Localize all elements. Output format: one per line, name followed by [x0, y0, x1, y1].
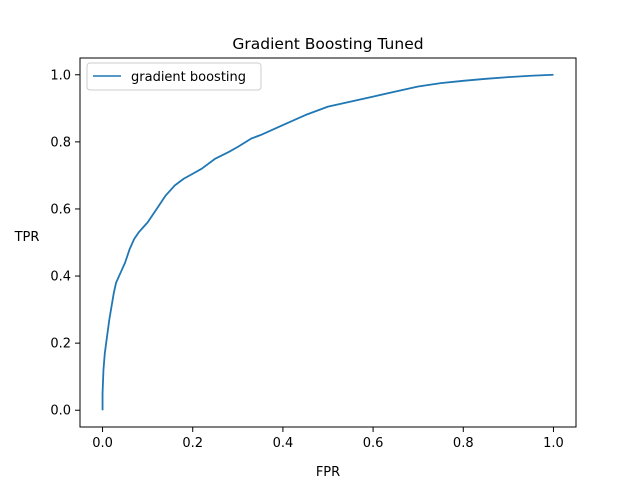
y-tick-label: 0.0 — [50, 404, 71, 419]
x-tick-label: 0.4 — [273, 436, 294, 451]
y-tick-label: 0.4 — [50, 270, 71, 285]
x-tick-label: 0.2 — [182, 436, 203, 451]
y-tick-label: 0.2 — [50, 337, 71, 352]
y-axis-label: TPR — [14, 230, 40, 245]
chart-title: Gradient Boosting Tuned — [232, 35, 423, 53]
y-tick-label: 1.0 — [50, 68, 71, 83]
plot-frame — [79, 57, 577, 428]
x-axis-ticks: 0.0 0.2 0.4 0.6 0.8 1.0 — [92, 427, 564, 451]
series-line-0 — [101, 73, 554, 411]
y-tick-label: 0.8 — [50, 135, 71, 150]
x-tick-label: 1.0 — [543, 436, 564, 451]
plot-layer — [101, 73, 554, 411]
y-axis-ticks: 0.0 0.2 0.4 0.6 0.8 1.0 — [50, 68, 80, 419]
legend-label: gradient boosting — [131, 70, 246, 85]
y-tick-label: 0.6 — [50, 202, 71, 217]
legend: gradient boosting — [86, 62, 262, 91]
legend-box — [86, 62, 262, 91]
x-axis-label: FPR — [316, 465, 340, 480]
x-tick-label: 0.8 — [453, 436, 474, 451]
x-tick-label: 0.6 — [363, 436, 384, 451]
x-tick-label: 0.0 — [92, 436, 113, 451]
